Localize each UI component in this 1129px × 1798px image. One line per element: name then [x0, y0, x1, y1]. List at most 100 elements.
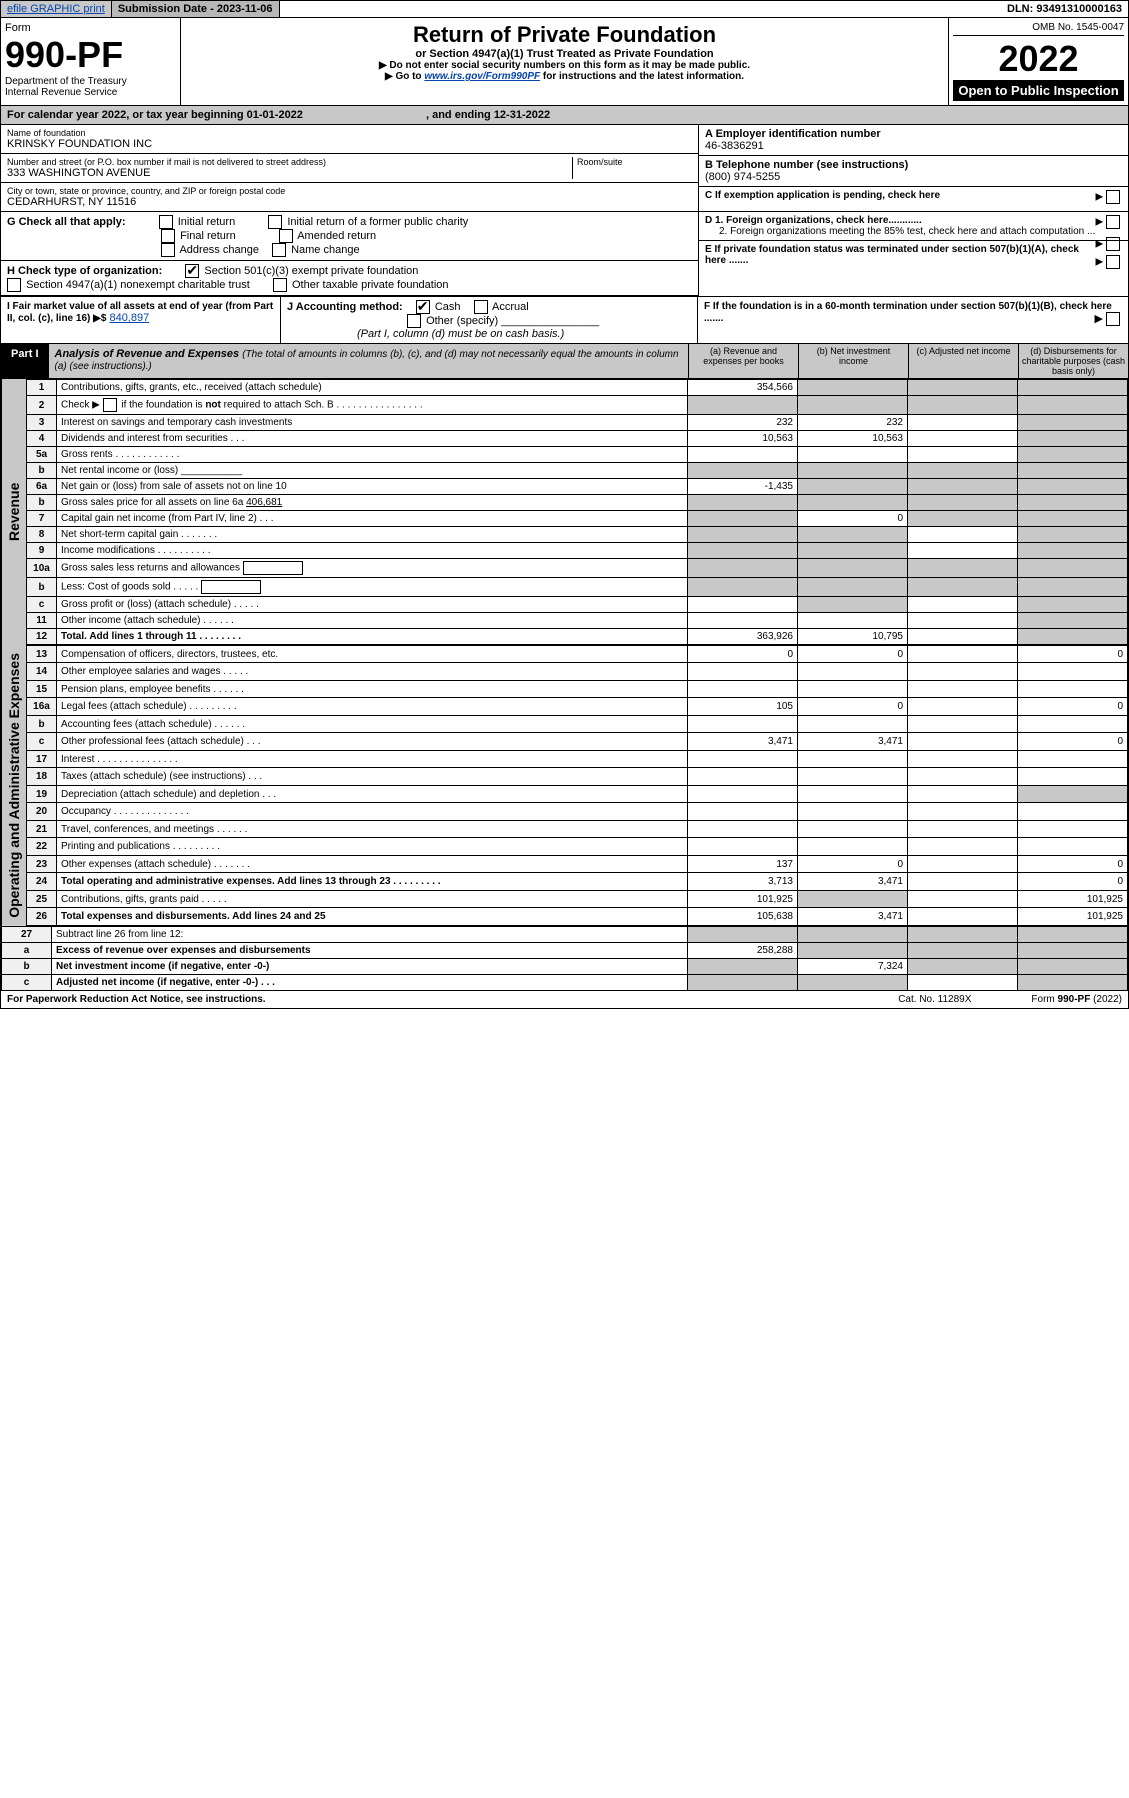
j-cash: Cash: [435, 301, 461, 313]
row-18: 18Taxes (attach schedule) (see instructi…: [27, 768, 1128, 785]
j-cash-checkbox[interactable]: [416, 300, 430, 314]
j-other: Other (specify): [426, 315, 498, 327]
h-501c3-checkbox[interactable]: [185, 264, 199, 278]
addr-label: Number and street (or P.O. box number if…: [7, 157, 572, 167]
ein-value: 46-3836291: [705, 140, 1122, 152]
schb-checkbox[interactable]: [103, 398, 117, 412]
row-26: 26Total expenses and disbursements. Add …: [27, 908, 1128, 926]
row-22: 22Printing and publications . . . . . . …: [27, 838, 1128, 855]
row-9: 9Income modifications . . . . . . . . . …: [27, 543, 1128, 559]
h-o1: Section 501(c)(3) exempt private foundat…: [204, 265, 418, 277]
g-o6: Name change: [291, 244, 360, 256]
g-initial-checkbox[interactable]: [159, 215, 173, 229]
fmv-value[interactable]: 840,897: [109, 312, 149, 324]
g-o5: Address change: [179, 244, 259, 256]
f-checkbox[interactable]: [1106, 312, 1120, 326]
row-4: 4Dividends and interest from securities …: [27, 431, 1128, 447]
row-11: 11Other income (attach schedule) . . . .…: [27, 613, 1128, 629]
name-label: Name of foundation: [7, 128, 692, 138]
row-6a: 6aNet gain or (loss) from sale of assets…: [27, 479, 1128, 495]
g-address-checkbox[interactable]: [161, 243, 175, 257]
city-value: CEDARHURST, NY 11516: [7, 196, 692, 208]
header-center: Return of Private Foundation or Section …: [181, 18, 948, 105]
section-c-label: C If exemption application is pending, c…: [705, 190, 940, 201]
j-note: (Part I, column (d) must be on cash basi…: [357, 328, 564, 340]
e-label: E If private foundation status was termi…: [705, 244, 1079, 266]
open-public: Open to Public Inspection: [953, 80, 1124, 101]
h-o3: Other taxable private foundation: [292, 279, 449, 291]
revenue-table: 1Contributions, gifts, grants, etc., rec…: [26, 379, 1128, 645]
room-label: Room/suite: [577, 157, 692, 167]
city-label: City or town, state or province, country…: [7, 186, 692, 196]
row-17: 17Interest . . . . . . . . . . . . . . .: [27, 750, 1128, 767]
row-19: 19Depreciation (attach schedule) and dep…: [27, 785, 1128, 802]
e-checkbox[interactable]: [1106, 255, 1120, 269]
row-12: 12Total. Add lines 1 through 11 . . . . …: [27, 629, 1128, 645]
expenses-table: 13Compensation of officers, directors, t…: [26, 645, 1128, 926]
j-other-checkbox[interactable]: [407, 314, 421, 328]
row-16a: 16aLegal fees (attach schedule) . . . . …: [27, 698, 1128, 715]
j-accrual-checkbox[interactable]: [474, 300, 488, 314]
row-21: 21Travel, conferences, and meetings . . …: [27, 820, 1128, 837]
row-25: 25Contributions, gifts, grants paid . . …: [27, 890, 1128, 907]
row-8: 8Net short-term capital gain . . . . . .…: [27, 527, 1128, 543]
d2-checkbox[interactable]: [1106, 237, 1120, 251]
omb-number: OMB No. 1545-0047: [953, 22, 1124, 36]
g-final-checkbox[interactable]: [161, 229, 175, 243]
note1: ▶ Do not enter social security numbers o…: [189, 60, 940, 71]
row-14: 14Other employee salaries and wages . . …: [27, 663, 1128, 680]
phone-value: (800) 974-5255: [705, 171, 1122, 183]
part1-title-text: Analysis of Revenue and Expenses: [55, 348, 240, 360]
footer: For Paperwork Reduction Act Notice, see …: [1, 991, 1128, 1008]
row-15: 15Pension plans, employee benefits . . .…: [27, 680, 1128, 697]
row-13: 13Compensation of officers, directors, t…: [27, 646, 1128, 663]
header-left: Form 990-PF Department of the Treasury I…: [1, 18, 181, 105]
row-10c: cGross profit or (loss) (attach schedule…: [27, 597, 1128, 613]
form-label: Form: [5, 22, 176, 34]
row-3: 3Interest on savings and temporary cash …: [27, 415, 1128, 431]
part1-tab: Part I: [1, 344, 49, 378]
col-b-hdr: (b) Net investment income: [798, 344, 908, 378]
row-2: 2Check ▶ if the foundation is not requir…: [27, 396, 1128, 415]
footer-right: Form 990-PF (2022): [1031, 994, 1122, 1005]
h-o2: Section 4947(a)(1) nonexempt charitable …: [26, 279, 250, 291]
row-27a: aExcess of revenue over expenses and dis…: [2, 942, 1128, 958]
d1-checkbox[interactable]: [1106, 215, 1120, 229]
summary-table: 27Subtract line 26 from line 12: aExcess…: [1, 926, 1128, 991]
note2: ▶ Go to www.irs.gov/Form990PF for instru…: [189, 71, 940, 82]
foundation-name: KRINSKY FOUNDATION INC: [7, 138, 692, 150]
calendar-year-row: For calendar year 2022, or tax year begi…: [1, 106, 1128, 125]
part1-title: Analysis of Revenue and Expenses (The to…: [49, 344, 688, 378]
section-a-label: A Employer identification number: [705, 128, 1122, 140]
form-link[interactable]: www.irs.gov/Form990PF: [424, 71, 540, 82]
row-23: 23Other expenses (attach schedule) . . .…: [27, 855, 1128, 872]
row-27c: cAdjusted net income (if negative, enter…: [2, 974, 1128, 990]
g-o2: Initial return of a former public charit…: [287, 216, 468, 228]
row-27b: bNet investment income (if negative, ent…: [2, 958, 1128, 974]
form-title: Return of Private Foundation: [189, 22, 940, 48]
6b-inline-value: 406,681: [246, 497, 282, 508]
section-h-label: H Check type of organization:: [7, 265, 162, 277]
h-4947-checkbox[interactable]: [7, 278, 21, 292]
efile-link[interactable]: efile GRAPHIC print: [1, 1, 112, 17]
row-6b: bGross sales price for all assets on lin…: [27, 495, 1128, 511]
section-j-label: J Accounting method:: [287, 301, 403, 313]
row-24: 24Total operating and administrative exp…: [27, 873, 1128, 890]
g-former-checkbox[interactable]: [268, 215, 282, 229]
header-right: OMB No. 1545-0047 2022 Open to Public In…: [948, 18, 1128, 105]
form-number: 990-PF: [5, 34, 176, 76]
d1-label: D 1. Foreign organizations, check here..…: [705, 215, 922, 226]
j-accrual: Accrual: [492, 301, 529, 313]
footer-left: For Paperwork Reduction Act Notice, see …: [7, 994, 266, 1005]
section-g-label: G Check all that apply:: [7, 216, 126, 228]
g-amended-checkbox[interactable]: [279, 229, 293, 243]
d2-label: 2. Foreign organizations meeting the 85%…: [719, 226, 1095, 237]
g-name-checkbox[interactable]: [272, 243, 286, 257]
cal-year-end: , and ending 12-31-2022: [426, 109, 550, 121]
c-checkbox[interactable]: [1106, 190, 1120, 204]
col-c-hdr: (c) Adjusted net income: [908, 344, 1018, 378]
row-5a: 5aGross rents . . . . . . . . . . . .: [27, 447, 1128, 463]
h-other-checkbox[interactable]: [273, 278, 287, 292]
row-7: 7Capital gain net income (from Part IV, …: [27, 511, 1128, 527]
row-10a: 10aGross sales less returns and allowanc…: [27, 559, 1128, 578]
